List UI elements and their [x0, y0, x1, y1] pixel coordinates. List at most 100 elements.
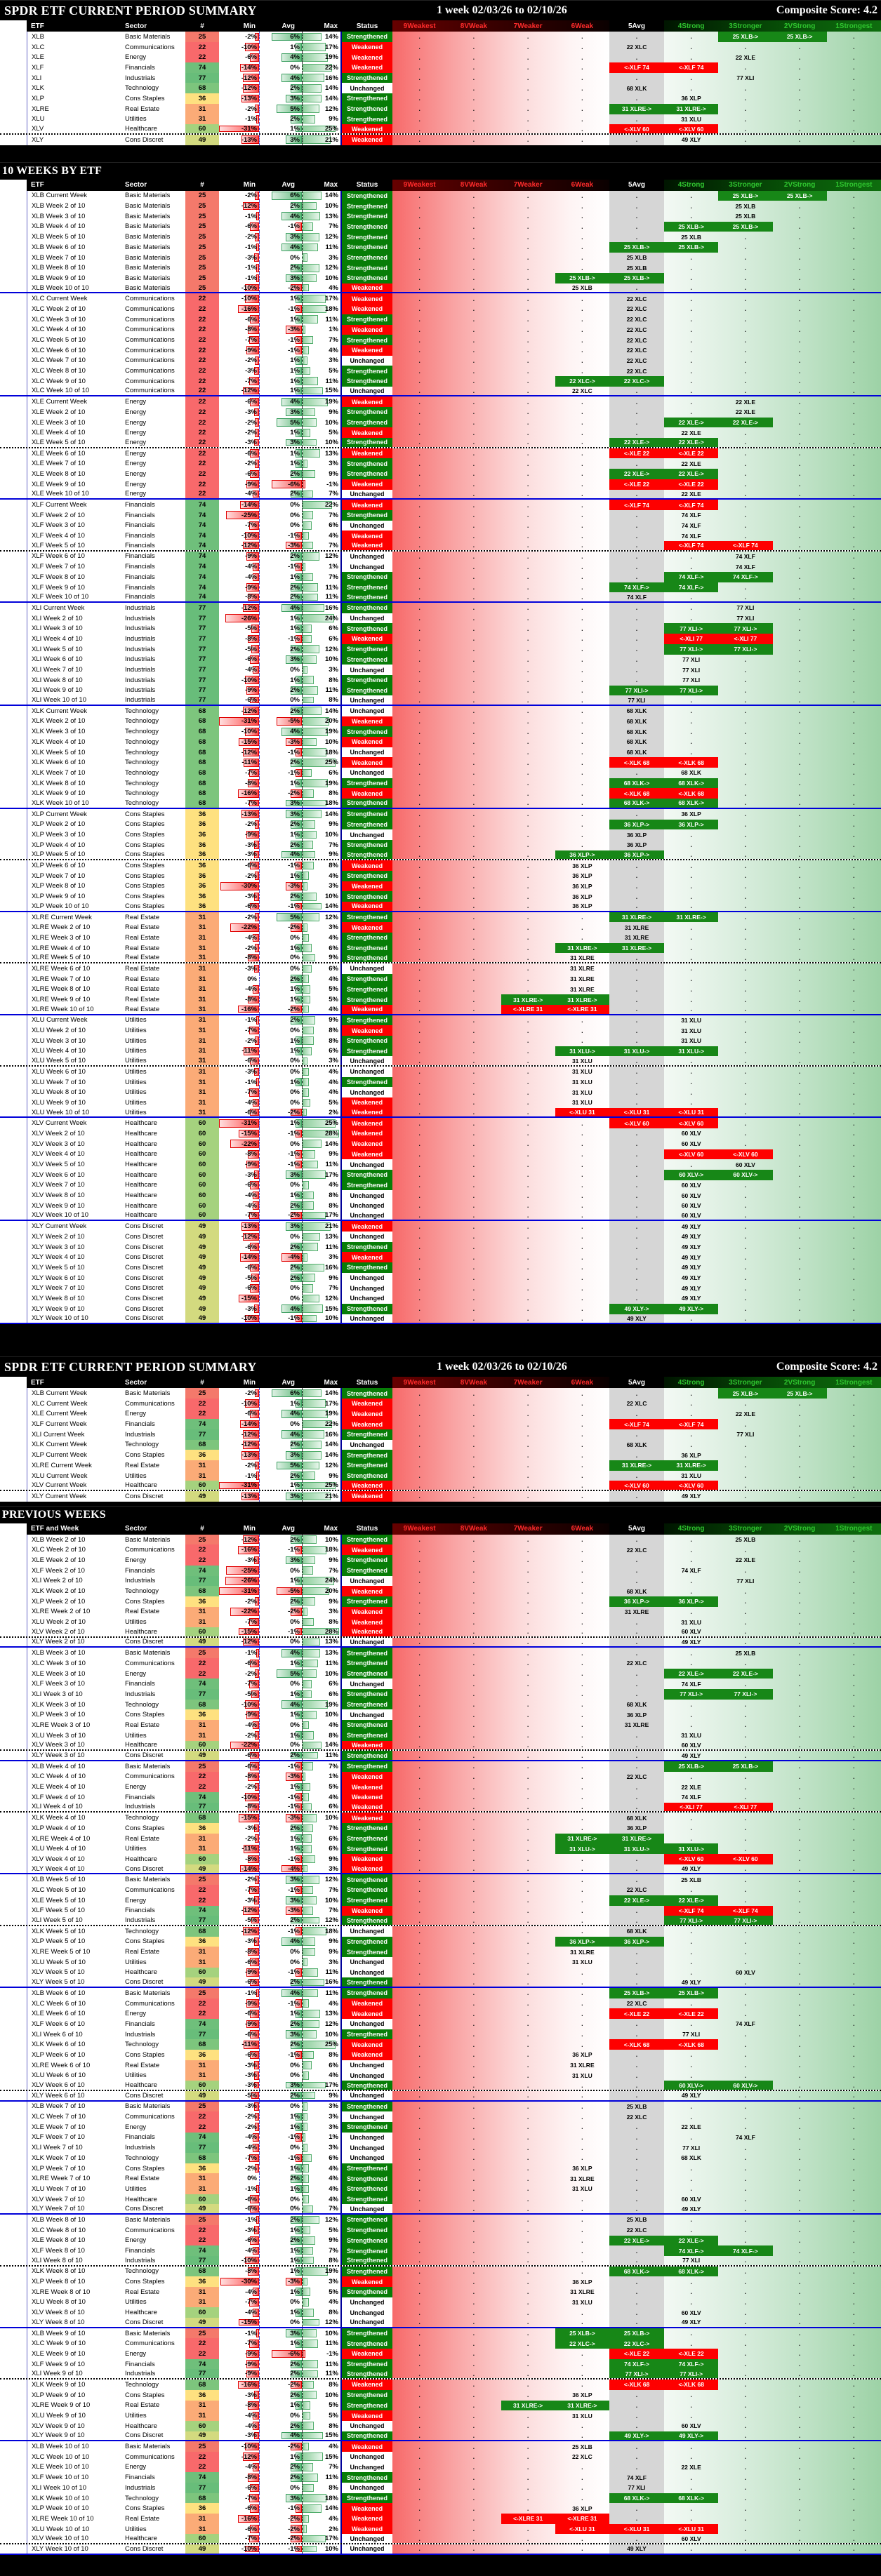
row-gutter [0, 1138, 27, 1149]
table-row: XLF Week 10 of 10 Financials 74 -8% 2% 11% Str… [0, 592, 881, 603]
strength-value: 22 XLC [626, 356, 647, 364]
strength-cell-5: . [609, 1056, 664, 1065]
strengthen-move-cell: 22 XLE-> [664, 417, 719, 428]
avg-bar [271, 32, 302, 41]
strength-cell-6: . [555, 490, 609, 499]
strength-cell-5: 68 XLK [609, 705, 664, 716]
weak-zone: .... [392, 1169, 609, 1180]
sector-label: Industrials [125, 645, 156, 653]
strength-cell-1: . [827, 871, 881, 881]
status-label: Unchanged [350, 1068, 385, 1076]
empty-dot: . [744, 975, 747, 983]
empty-dot: . [581, 1150, 583, 1158]
strength-value: 74 XLF [681, 532, 701, 540]
row-gutter [0, 190, 27, 201]
strong-zone: <-XLK 68... [664, 788, 881, 799]
strength-header-label: 4Strong [677, 1378, 705, 1387]
empty-dot: . [418, 717, 420, 725]
empty-dot: . [472, 532, 475, 540]
empty-dot: . [798, 1192, 801, 1199]
strength-cell-1: . [827, 788, 881, 799]
strength-cell-9: . [392, 376, 446, 387]
strong-zone: .... [664, 1087, 881, 1098]
etf-label: XLK Week 9 of 10 [32, 789, 86, 798]
row-gutter [0, 860, 27, 871]
strong-zone: 60 XLV... [664, 1200, 881, 1211]
strength-cell-7: . [501, 613, 555, 624]
strength-cell-9: . [392, 552, 446, 562]
strength-cell-1: . [827, 634, 881, 644]
empty-dot: . [853, 419, 855, 427]
etf-label-cell: XLC Week 5 of 10 [27, 335, 125, 345]
strengthen-move-cell: 31 XLRE-> [501, 994, 555, 1005]
min-cell: -8% [219, 1149, 260, 1160]
count-value: 74 [198, 532, 206, 540]
avg-bar [291, 84, 302, 93]
count-cell: 25 [185, 232, 219, 242]
status-cell: Strengthened [342, 1169, 392, 1180]
strength-cell-6: . [555, 510, 609, 521]
row-gutter [0, 623, 27, 634]
weak-zone: .... [392, 1025, 609, 1036]
strength-cell-2: . [773, 232, 827, 242]
weaken-move-cell: <-XLK 68 [609, 757, 664, 768]
empty-dot: . [690, 202, 692, 210]
empty-dot: . [418, 1222, 420, 1230]
strength-cell-2: . [773, 706, 827, 716]
strength-cell-8: . [446, 634, 501, 644]
min-bar [249, 335, 259, 345]
row-gutter [0, 479, 27, 490]
min-cell: -10% [219, 1398, 260, 1409]
empty-dot: . [526, 1068, 529, 1076]
strength-cell-6: . [555, 32, 609, 42]
avg-bar [286, 542, 302, 549]
strength-cell-5: . [609, 520, 664, 531]
sector-label: Communications [125, 367, 175, 375]
empty-dot: . [853, 264, 855, 272]
strength-cell-9: . [392, 840, 446, 850]
etf-label-cell: XLB Week 5 of 10 [27, 232, 125, 242]
strength-cell-8: . [446, 1159, 501, 1170]
row-gutter [0, 984, 27, 995]
count-value: 36 [198, 841, 206, 849]
weaken-move-cell: <-XLF 74 [718, 540, 773, 550]
strength-cell-9: . [392, 222, 446, 232]
strength-cell-1: . [827, 778, 881, 789]
strength-cell-9: . [392, 943, 446, 954]
empty-dot: . [635, 1274, 638, 1282]
strength-cell-7: . [501, 747, 555, 758]
etf-label: XLP Week 9 of 10 [32, 893, 86, 901]
empty-dot: . [635, 1027, 638, 1034]
row-gutter [0, 458, 27, 469]
etf-label: XLI Week 10 of 10 [32, 696, 86, 705]
max-bar [303, 872, 310, 881]
strength-cell-8: . [446, 314, 501, 325]
strength-cell-3: . [718, 1056, 772, 1065]
weak-zone: .... [392, 324, 609, 335]
empty-dot: . [581, 44, 583, 51]
status-cell: Weakened [342, 757, 392, 768]
etf-label-cell: XLC Week 8 of 10 [27, 366, 125, 376]
avg-value: 0% [290, 63, 300, 72]
empty-dot: . [798, 136, 801, 144]
strength-cell-2: . [773, 335, 827, 345]
status-label: Strengthened [346, 213, 387, 220]
empty-dot: . [798, 717, 801, 725]
max-value: 2% [329, 1108, 338, 1116]
sector-label: Industrials [125, 655, 156, 664]
empty-dot: . [526, 552, 529, 560]
sector-label: Cons Discret [125, 1304, 164, 1313]
col-header-etf: ETF [27, 1377, 125, 1389]
sector-cell: Industrials [125, 655, 185, 665]
max-cell: 4% [302, 283, 342, 293]
strength-value: 31 XLU [681, 1037, 702, 1045]
avg-bar [296, 768, 302, 778]
strength-cell-1: . [827, 706, 881, 716]
empty-dot: . [526, 1181, 529, 1189]
strength-cell-3: . [718, 93, 772, 104]
avg-cell: 1% [260, 1399, 302, 1409]
sector-cell: Technology [125, 757, 185, 768]
empty-dot: . [472, 563, 475, 570]
empty-dot: . [526, 408, 529, 416]
max-bar [303, 830, 317, 839]
